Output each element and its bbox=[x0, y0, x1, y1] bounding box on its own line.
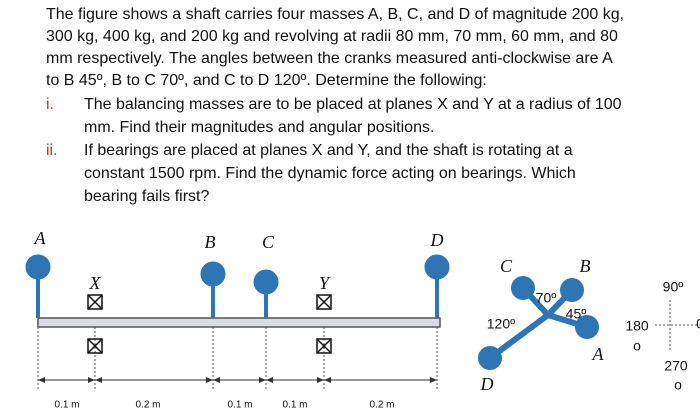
mass-label: D bbox=[430, 230, 444, 250]
reference-label: 0 bbox=[696, 316, 700, 332]
reference-axes bbox=[655, 300, 700, 352]
mass-label: A bbox=[34, 228, 47, 248]
crank-label: A bbox=[592, 344, 605, 364]
item-line: constant 1500 rpm. Find the dynamic forc… bbox=[84, 165, 576, 182]
angle-label: 70º bbox=[536, 290, 557, 306]
reference-label: o bbox=[674, 377, 682, 393]
crank-masses bbox=[478, 276, 599, 370]
distance-label: 0.2 m bbox=[135, 400, 160, 411]
intro-line: The figure shows a shaft carries four ma… bbox=[46, 6, 625, 23]
mass-label: C bbox=[262, 232, 275, 252]
item-line: The balancing masses are to be placed at… bbox=[84, 96, 622, 113]
bearing-boxes bbox=[87, 294, 332, 354]
angle-label: 45º bbox=[566, 306, 587, 322]
distance-label: 0.1 m bbox=[54, 400, 79, 411]
reference-label: 90º bbox=[663, 279, 684, 295]
distance-label: 0.2 m bbox=[369, 400, 394, 411]
crank-label: B bbox=[580, 256, 591, 276]
intro-line: to B 45º, B to C 70º, and C to D 120º. D… bbox=[46, 72, 487, 89]
distance-label: 0.1 m bbox=[282, 400, 307, 411]
crank-label: C bbox=[500, 256, 513, 276]
item-line: mm. Find their magnitudes and angular po… bbox=[84, 119, 435, 136]
plane-label: X bbox=[89, 273, 102, 293]
intro-line: mm respectively. The angles between the … bbox=[46, 50, 613, 67]
plane-lines bbox=[37, 327, 438, 390]
reference-label: 180 bbox=[625, 318, 649, 334]
mass-label: B bbox=[205, 232, 216, 252]
item-marker: ii. bbox=[46, 142, 58, 159]
distance-label: 0.1 m bbox=[227, 400, 252, 411]
reference-label: o bbox=[633, 338, 641, 354]
item-line: If bearings are placed at planes X and Y… bbox=[84, 142, 573, 159]
item-line: bearing fails first? bbox=[84, 188, 210, 205]
crank-label: D bbox=[480, 374, 494, 394]
reference-label: 270 bbox=[664, 358, 688, 374]
item-marker: i. bbox=[46, 96, 54, 113]
plane-label: Y bbox=[319, 273, 331, 293]
intro-line: 300 kg, 400 kg, and 200 kg and revolving… bbox=[46, 28, 618, 45]
shaft bbox=[37, 317, 441, 328]
masses bbox=[25, 254, 450, 318]
angle-label: 120º bbox=[487, 316, 515, 332]
